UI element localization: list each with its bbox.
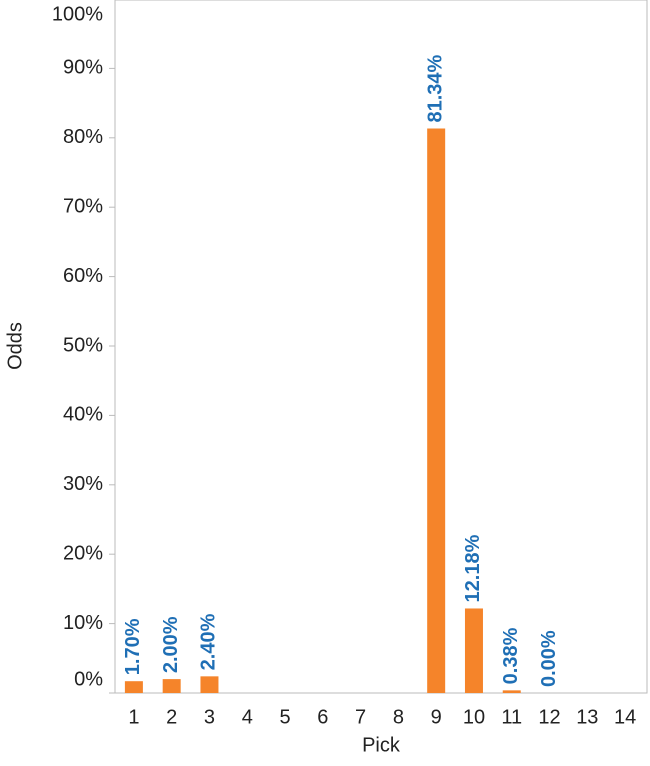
x-axis-title: Pick (362, 734, 401, 756)
bar (502, 690, 521, 693)
y-tick-label: 70% (63, 195, 103, 217)
bar (464, 608, 483, 693)
y-tick-label: 60% (63, 265, 103, 287)
y-tick-label: 40% (63, 404, 103, 426)
value-label: 12.18% (462, 534, 484, 602)
x-tick-label: 10 (463, 706, 485, 728)
value-label: 1.70% (122, 618, 144, 675)
x-tick-label: 2 (166, 706, 177, 728)
y-tick-label: 10% (63, 612, 103, 634)
value-label: 2.00% (160, 616, 182, 673)
x-tick-label: 5 (279, 706, 290, 728)
value-label: 0.38% (500, 627, 522, 684)
x-tick-label: 4 (242, 706, 253, 728)
y-tick-label: 80% (63, 126, 103, 148)
y-axis-title: Odds (4, 322, 26, 370)
y-tick-label: 30% (63, 473, 103, 495)
y-tick-label: 50% (63, 334, 103, 356)
x-tick-label: 9 (431, 706, 442, 728)
bar (124, 681, 143, 693)
x-tick-label: 12 (538, 706, 560, 728)
y-tick-label: 0% (74, 668, 103, 690)
x-tick-label: 14 (614, 706, 636, 728)
bar (162, 679, 181, 693)
x-tick-label: 11 (501, 706, 522, 728)
x-tick-label: 8 (393, 706, 404, 728)
y-tick-label: 90% (63, 57, 103, 79)
value-label: 0.00% (538, 630, 560, 687)
y-tick-label: 20% (63, 542, 103, 564)
x-tick-label: 13 (576, 706, 598, 728)
x-tick-label: 3 (204, 706, 215, 728)
x-tick-label: 6 (317, 706, 328, 728)
bar (427, 128, 446, 694)
value-label: 81.34% (424, 54, 446, 122)
plot-frame (114, 0, 648, 694)
bar (200, 676, 219, 693)
y-tick-label: 100% (52, 3, 103, 25)
x-tick-label: 1 (128, 706, 139, 728)
value-label: 2.40% (198, 613, 220, 670)
x-tick-label: 7 (355, 706, 366, 728)
